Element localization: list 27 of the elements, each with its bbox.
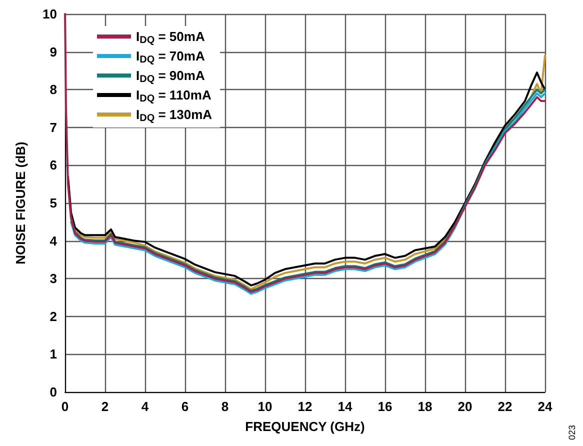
y-tick-label: 2 — [50, 308, 57, 324]
x-tick-label: 14 — [338, 399, 353, 414]
y-tick-label: 8 — [50, 82, 57, 98]
x-tick-label: 2 — [101, 399, 109, 414]
x-tick-label: 24 — [538, 399, 553, 414]
x-tick-label: 20 — [458, 399, 472, 414]
y-tick-label: 6 — [50, 158, 57, 173]
x-tick-label: 0 — [61, 399, 69, 414]
x-axis-title: FREQUENCY (GHz) — [245, 419, 365, 434]
y-tick-label: 1 — [50, 346, 57, 362]
y-tick-label: 4 — [50, 233, 58, 248]
x-tick-label: 4 — [141, 399, 150, 414]
x-tick-label: 22 — [498, 399, 512, 414]
x-tick-label: 6 — [181, 399, 189, 414]
x-tick-label: 16 — [378, 399, 392, 414]
text: 023 — [567, 424, 577, 440]
y-tick-label: 7 — [50, 120, 57, 135]
y-tick-label: 3 — [50, 271, 57, 286]
x-tick-label: 18 — [418, 399, 432, 414]
y-tick-label: 0 — [50, 384, 57, 400]
y-tick-label: 10 — [42, 6, 57, 22]
x-tick-label: 12 — [298, 399, 312, 414]
x-tick-label: 8 — [221, 399, 229, 414]
x-tick-label: 10 — [258, 399, 272, 414]
y-tick-label: 5 — [50, 196, 57, 210]
y-tick-label: 9 — [50, 44, 57, 60]
y-axis-title: NOISE FIGURE (dB) — [13, 142, 28, 264]
